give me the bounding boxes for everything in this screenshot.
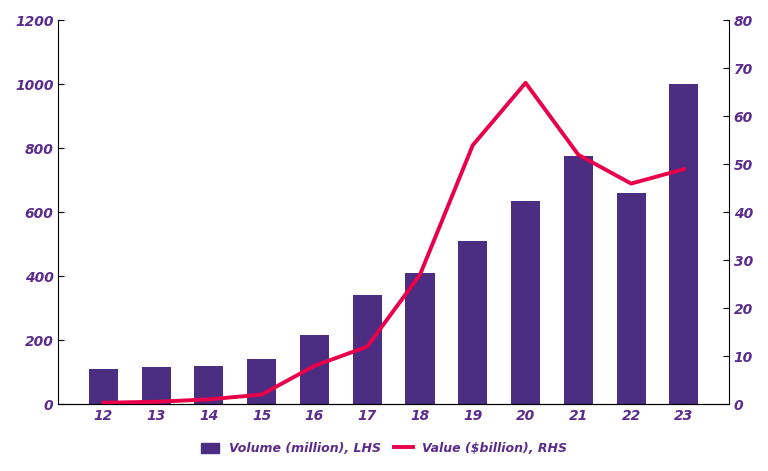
Bar bbox=[247, 359, 276, 404]
Bar bbox=[458, 241, 488, 404]
Bar bbox=[353, 295, 382, 404]
Bar bbox=[617, 193, 646, 404]
Bar bbox=[670, 84, 698, 404]
Bar bbox=[194, 366, 223, 404]
Bar bbox=[141, 367, 170, 404]
Bar bbox=[511, 201, 540, 404]
Legend: Volume (million), LHS, Value ($billion), RHS: Volume (million), LHS, Value ($billion),… bbox=[196, 437, 572, 460]
Bar bbox=[564, 156, 593, 404]
Bar bbox=[406, 273, 435, 404]
Bar bbox=[89, 369, 118, 404]
Bar bbox=[300, 335, 329, 404]
